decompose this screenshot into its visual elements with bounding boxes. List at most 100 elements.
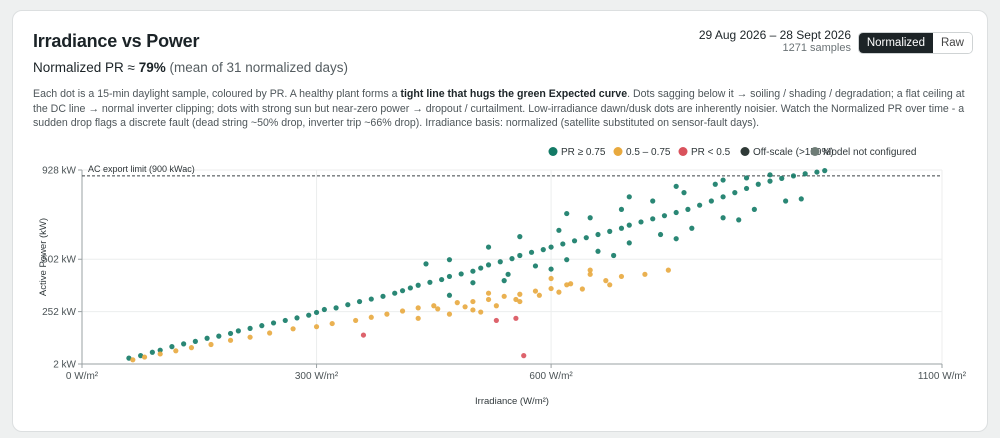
legend-label: Model not configured <box>823 147 916 158</box>
data-point <box>505 271 511 277</box>
data-point <box>235 328 241 334</box>
data-point <box>532 288 539 294</box>
data-point <box>360 332 367 338</box>
y-axis-label: Active Power (kW) <box>38 218 49 296</box>
data-point <box>478 309 484 315</box>
data-point <box>446 292 453 298</box>
data-point <box>681 190 687 196</box>
data-point <box>564 257 570 263</box>
data-point <box>595 231 601 238</box>
sample-count: 1271 samples <box>782 42 852 54</box>
data-point <box>497 259 503 265</box>
data-point <box>767 178 773 184</box>
data-point <box>470 298 476 305</box>
data-point <box>661 213 668 219</box>
data-point <box>571 238 578 244</box>
x-tick-label: 300 W/m² <box>295 371 339 382</box>
legend-swatch <box>613 147 623 156</box>
data-point <box>517 234 523 240</box>
data-point <box>548 244 554 250</box>
data-point <box>556 289 562 295</box>
data-point <box>439 276 445 283</box>
legend-label: 0.5 – 0.75 <box>626 147 671 158</box>
data-point <box>814 169 820 175</box>
data-point <box>798 196 804 202</box>
legend-swatch <box>678 147 688 156</box>
data-point <box>751 206 757 212</box>
data-point <box>399 288 406 294</box>
data-point <box>470 307 476 313</box>
data-point <box>642 271 648 277</box>
data-point <box>493 303 499 309</box>
basis-toggle[interactable]: Normalized Raw <box>857 32 973 54</box>
data-point <box>564 210 570 217</box>
data-point <box>329 320 335 327</box>
data-point <box>513 315 519 321</box>
data-point <box>548 285 554 292</box>
data-point <box>540 247 546 253</box>
pr-summary: Normalized PR ≈ 79% (mean of 31 normaliz… <box>33 60 348 75</box>
data-point <box>626 194 632 200</box>
legend-swatch <box>810 147 820 156</box>
data-point <box>321 306 327 313</box>
data-point <box>478 265 484 271</box>
data-point <box>368 314 374 320</box>
data-point <box>454 300 460 306</box>
data-point <box>282 317 288 324</box>
data-point <box>380 293 386 299</box>
data-point <box>743 185 750 192</box>
data-point <box>736 217 742 223</box>
data-point <box>790 173 797 179</box>
data-point <box>568 281 574 287</box>
data-point <box>399 308 406 314</box>
pr-value: 79% <box>138 60 166 75</box>
y-tick-label: 2 kW <box>53 360 76 371</box>
data-point <box>368 296 374 302</box>
data-point <box>384 311 390 317</box>
data-point <box>607 228 613 234</box>
normalized-toggle-button[interactable]: Normalized <box>858 33 933 53</box>
data-point <box>353 317 359 324</box>
data-point <box>204 335 210 341</box>
data-point <box>564 282 570 288</box>
raw-toggle-button[interactable]: Raw <box>932 33 972 53</box>
data-point <box>462 304 468 310</box>
data-point <box>618 273 625 280</box>
description-part2: . Dots sagging below it → soiling / shad… <box>33 88 965 130</box>
data-point <box>732 190 738 196</box>
data-point <box>446 273 453 280</box>
data-point <box>536 292 542 298</box>
data-point <box>517 252 523 259</box>
data-point <box>548 275 554 282</box>
data-point <box>169 344 175 350</box>
data-point <box>607 282 613 288</box>
date-range[interactable]: 29 Aug 2026 – 28 Sept 2026 <box>698 28 851 42</box>
data-point <box>407 285 413 291</box>
data-point <box>579 286 585 292</box>
data-point <box>595 248 601 254</box>
data-point <box>501 293 507 299</box>
data-point <box>188 345 195 351</box>
data-point <box>618 225 625 231</box>
description-bold: tight line that hugs the green Expected … <box>400 88 628 100</box>
data-point <box>392 290 398 296</box>
x-axis-label: Irradiance (W/m²) <box>475 396 549 407</box>
data-point <box>657 231 664 238</box>
data-point <box>673 183 679 189</box>
y-tick-label: 928 kW <box>42 166 76 177</box>
data-point <box>415 315 421 321</box>
data-point <box>767 172 773 178</box>
data-point <box>697 202 703 208</box>
data-point <box>227 330 234 337</box>
data-point <box>689 225 695 231</box>
data-point <box>181 341 187 347</box>
y-tick-label: 502 kW <box>42 255 76 266</box>
data-point <box>192 338 198 344</box>
data-point <box>427 279 433 285</box>
data-point <box>270 320 277 326</box>
data-point <box>227 337 234 343</box>
data-point <box>306 312 312 318</box>
data-point <box>415 305 421 311</box>
legend-label: PR ≥ 0.75 <box>561 147 606 158</box>
